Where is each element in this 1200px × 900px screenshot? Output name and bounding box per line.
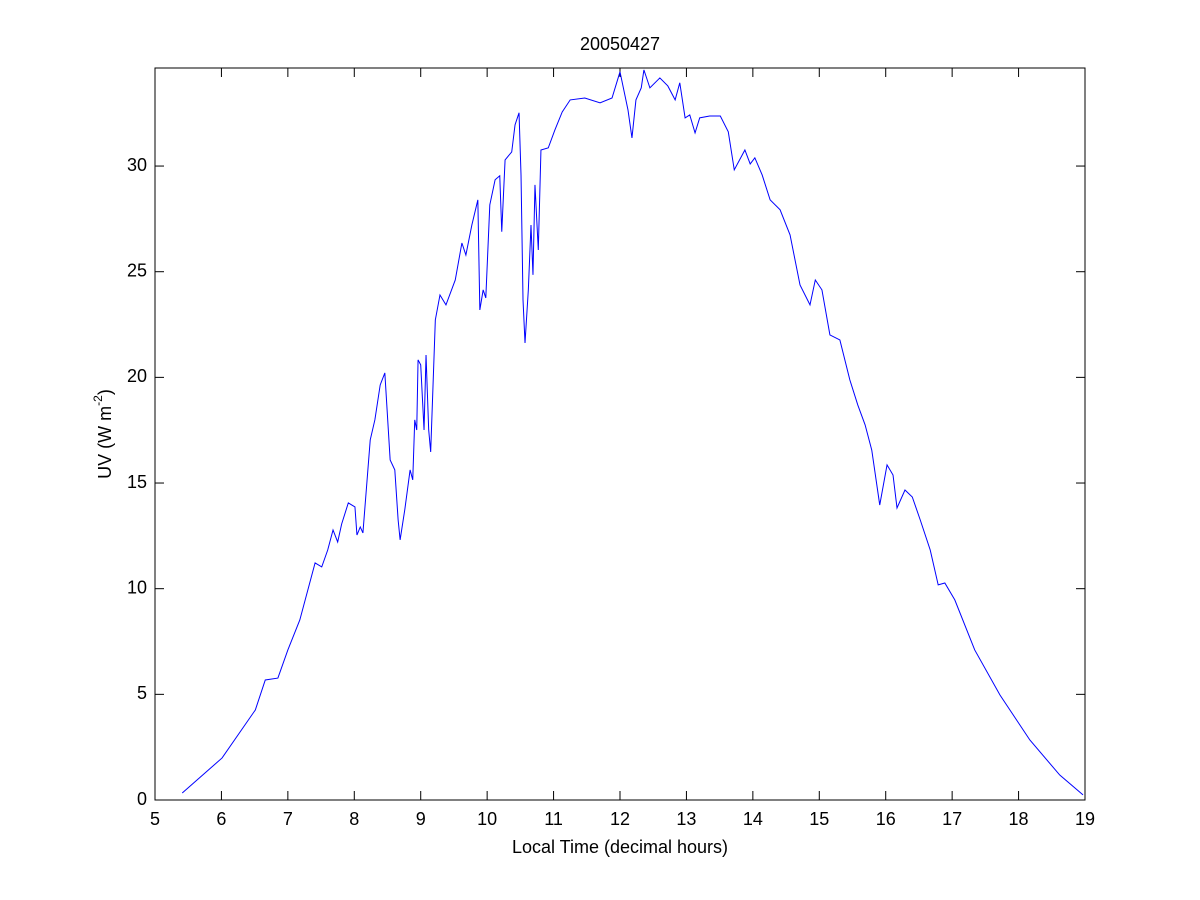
y-axis-label-exponent: -2: [91, 395, 105, 406]
x-tick-label: 14: [743, 809, 763, 829]
x-tick-label: 15: [809, 809, 829, 829]
y-axis-label-close: ): [95, 389, 115, 395]
y-axis-label: UV (W m-2): [91, 389, 115, 479]
x-tick-label: 13: [676, 809, 696, 829]
x-tick-label: 19: [1075, 809, 1095, 829]
y-tick-label: 20: [127, 366, 147, 386]
y-tick-label: 30: [127, 155, 147, 175]
x-tick-label: 6: [216, 809, 226, 829]
x-tick-label: 10: [477, 809, 497, 829]
y-tick-label: 25: [127, 260, 147, 280]
x-tick-label: 5: [150, 809, 160, 829]
x-tick-label: 12: [610, 809, 630, 829]
x-axis-label: Local Time (decimal hours): [512, 837, 728, 857]
x-tick-label: 9: [416, 809, 426, 829]
x-tick-label: 16: [876, 809, 896, 829]
data-line: [181, 69, 1084, 796]
x-tick-label: 7: [283, 809, 293, 829]
y-tick-label: 10: [127, 577, 147, 597]
y-axis-label-text: UV (W m: [95, 406, 115, 479]
y-tick-label: 15: [127, 472, 147, 492]
chart-title: 20050427: [580, 34, 660, 54]
x-tick-label: 11: [544, 809, 563, 829]
y-tick-label: 5: [137, 683, 147, 703]
x-tick-label: 18: [1009, 809, 1029, 829]
x-tick-label: 8: [349, 809, 359, 829]
y-tick-label: 0: [137, 789, 147, 809]
x-tick-label: 17: [942, 809, 962, 829]
